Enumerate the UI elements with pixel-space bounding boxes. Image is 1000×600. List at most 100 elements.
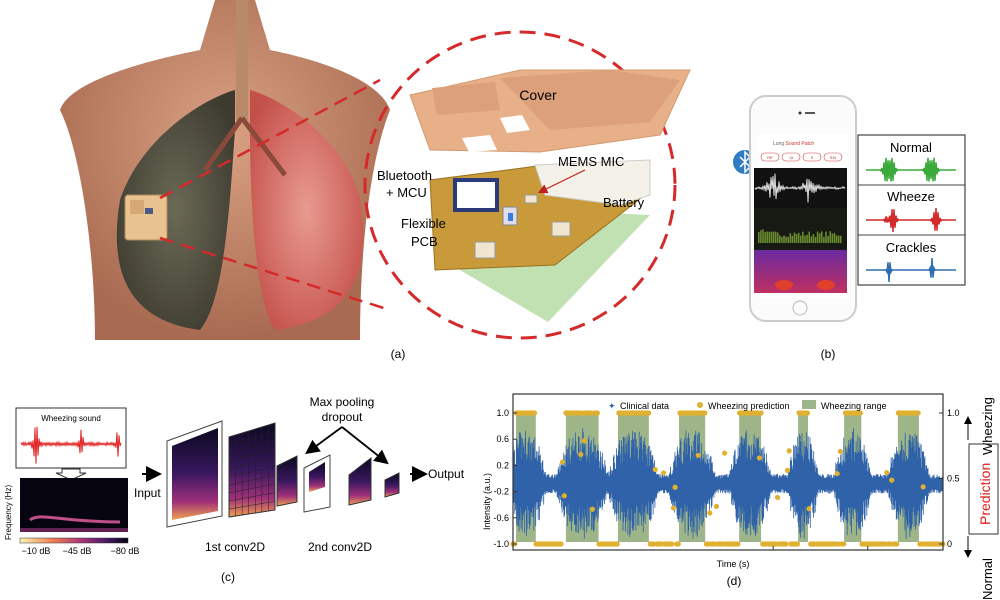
bluetooth-mcu-chip (453, 178, 499, 212)
prediction-point (669, 541, 675, 547)
prediction-point (841, 541, 847, 547)
class-waveform (866, 257, 956, 283)
prediction-point (735, 541, 741, 547)
exploded-device (409, 69, 691, 322)
prediction-point (646, 410, 652, 416)
y-tick-label: -0.2 (493, 487, 509, 497)
frequency-axis-label: Frequency (Hz) (4, 485, 13, 540)
panel-label-d: (d) (727, 574, 742, 588)
sound-class-panel: Normal Wheeze Crackles (857, 134, 966, 286)
colorbar-tick: −80 dB (111, 546, 140, 556)
smartphone: Lung Sound Patch RE ◁x ✕ S/N (749, 95, 857, 322)
panel-label-c: (c) (221, 570, 235, 584)
plot-frame (512, 393, 944, 551)
app-button[interactable] (802, 152, 822, 162)
app-button-label: ✕ (810, 155, 813, 160)
app-button[interactable] (781, 152, 801, 162)
panel-d-chart: 1.0 0.6 0.2 -0.2 -0.6 -1.0 1.0 0.5 0 ✦ Clinical… (482, 393, 999, 600)
legend: ✦ Clinical data Wheezing prediction Whee… (608, 400, 887, 411)
conv2-label: 2nd conv2D (308, 540, 372, 554)
output-feature-map (384, 472, 400, 498)
colorbar-tick: −10 dB (22, 546, 51, 556)
conv2-feature-map (309, 462, 325, 492)
pool2-feature-map (348, 456, 372, 506)
prediction-point (783, 541, 789, 547)
spectrum-display (754, 208, 847, 250)
app-button[interactable] (823, 152, 843, 162)
svg-text:Lung Sound Patch: Lung Sound Patch (773, 141, 814, 147)
sound-patch (124, 194, 168, 241)
wheezing-sound-title: Wheezing sound (41, 414, 101, 423)
legend-prediction: Wheezing prediction (708, 401, 790, 411)
prediction-point (660, 470, 667, 476)
panel-b: Lung Sound Patch RE ◁x ✕ S/N Normal Wheeze … (733, 95, 966, 361)
label-bluetooth: Bluetooth (377, 168, 432, 183)
torso-illustration (60, 0, 390, 340)
prediction-point (775, 494, 781, 501)
legend-range: Wheezing range (821, 401, 887, 411)
label-flexible: Flexible (401, 216, 446, 231)
prediction-point (581, 438, 587, 444)
prediction-point (794, 541, 801, 547)
app-button[interactable] (760, 152, 780, 162)
class-crackles: Crackles (886, 240, 937, 255)
prediction-point (560, 459, 566, 465)
input-label: Input (134, 486, 161, 500)
prediction-box (968, 443, 999, 535)
legend-clinical: Clinical data (620, 401, 669, 411)
trachea (236, 0, 248, 120)
prediction-point (758, 410, 764, 416)
y-tick-label: 1.0 (496, 408, 509, 418)
prediction-point (804, 410, 810, 416)
label-cover: Cover (519, 87, 557, 103)
output-label: Output (428, 467, 465, 481)
conv1-feature-map (228, 422, 276, 518)
class-waveform (866, 157, 956, 182)
legend-range-swatch (802, 400, 816, 409)
prediction-point (594, 410, 600, 416)
y-tick-label: -0.6 (493, 513, 509, 523)
conv1-label: 1st conv2D (205, 540, 265, 554)
prediction-point (578, 451, 584, 458)
class-wheeze: Wheeze (887, 189, 935, 204)
legend-prediction-marker (697, 402, 703, 408)
y2-tick-label: 0 (947, 539, 952, 549)
zoom-ellipse (363, 30, 677, 340)
prediction-point (889, 477, 895, 483)
y2-tick-label: 0.5 (947, 474, 960, 484)
label-pcb: PCB (411, 234, 438, 249)
label-battery: Battery (603, 195, 645, 210)
prediction-point (884, 470, 890, 476)
prediction-point (784, 467, 791, 473)
x-axis-label: Time (s) (717, 559, 750, 569)
prediction-point (614, 541, 620, 547)
panel-label-b: (b) (821, 347, 836, 361)
y2-top-label: Wheezing (980, 397, 995, 455)
dropout-label: dropout (322, 410, 363, 424)
class-waveform (866, 207, 956, 233)
y2-bottom-label: Normal (980, 558, 995, 600)
app-button-label: S/N (830, 155, 837, 160)
prediction-point (531, 410, 538, 416)
label-mems-mic: MEMS MIC (558, 154, 624, 169)
y-tick-label: -1.0 (493, 539, 509, 549)
prediction-point (672, 484, 678, 490)
colorbar (19, 537, 129, 544)
class-normal: Normal (890, 140, 932, 155)
panel-label-a: (a) (391, 347, 406, 361)
prediction-point (786, 448, 792, 454)
y2-tick-label: 1.0 (947, 408, 960, 418)
prediction-point (652, 466, 658, 473)
prediction-point (894, 541, 900, 547)
y-axis-label: Intensity (a.u.) (482, 473, 492, 530)
app-button-label: ◁x (788, 155, 793, 160)
pool1-feature-map (276, 455, 298, 507)
prediction-point (713, 503, 720, 509)
prediction-point (920, 484, 926, 490)
y-tick-label: 0.6 (496, 434, 509, 444)
prediction-point (837, 448, 844, 455)
spectrogram (20, 478, 128, 532)
wheezing-waveform (20, 426, 122, 464)
prediction-point (806, 506, 812, 512)
